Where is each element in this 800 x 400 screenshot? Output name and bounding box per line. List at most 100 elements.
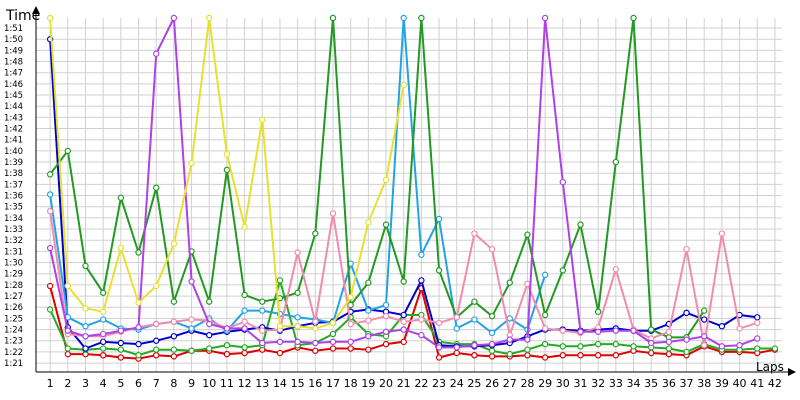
data-point (577, 221, 584, 228)
data-point (718, 323, 726, 330)
data-point (665, 338, 673, 346)
x-tick-label: 5 (117, 377, 124, 390)
data-point (276, 323, 284, 330)
data-point (665, 350, 673, 358)
data-point (188, 316, 195, 323)
x-tick-label: 6 (135, 377, 142, 390)
data-point (453, 349, 460, 357)
data-point (754, 319, 761, 327)
y-tick-label: 1:38 (4, 169, 23, 179)
x-tick-label: 25 (467, 377, 481, 390)
data-point (701, 307, 708, 314)
x-tick-label: 9 (188, 377, 195, 390)
data-point (400, 14, 407, 22)
data-point (294, 338, 301, 346)
data-point (524, 231, 531, 238)
data-point (153, 346, 160, 353)
y-tick-label: 1:23 (4, 337, 23, 347)
data-point (488, 312, 496, 320)
y-tick-label: 1:46 (4, 80, 23, 90)
data-point (64, 282, 72, 290)
data-point (453, 325, 460, 332)
data-point (435, 267, 443, 274)
data-point (506, 350, 513, 358)
data-point (647, 349, 655, 357)
data-point (99, 345, 107, 352)
data-point (541, 354, 549, 361)
data-point (46, 244, 54, 252)
x-tick-label: 8 (170, 377, 177, 390)
data-point (276, 277, 284, 284)
data-point (488, 347, 496, 354)
data-point (471, 298, 478, 305)
x-tick-label: 38 (697, 377, 711, 390)
data-point (754, 314, 761, 321)
data-point (630, 327, 637, 334)
data-point (647, 339, 655, 347)
data-point (82, 262, 89, 270)
data-point (630, 343, 637, 350)
data-point (541, 271, 549, 279)
x-tick-label: 4 (100, 377, 107, 390)
data-point (701, 333, 708, 340)
data-point (99, 352, 107, 359)
data-point (524, 346, 531, 353)
y-tick-label: 1:26 (4, 303, 23, 313)
data-point (259, 116, 266, 123)
data-point (506, 315, 513, 322)
data-point (312, 325, 319, 332)
y-tick-label: 1:43 (4, 113, 23, 123)
x-tick-label: 3 (82, 377, 89, 390)
data-point (365, 307, 372, 314)
data-point (206, 345, 213, 352)
y-tick-label: 1:41 (4, 136, 23, 146)
data-point (453, 344, 460, 351)
data-point (99, 330, 107, 338)
y-tick-labels: 1:211:221:231:24 1:251:261:271:281:291:30… (4, 24, 23, 369)
data-point (117, 327, 125, 334)
x-tick-label: 32 (591, 377, 605, 390)
data-point (382, 340, 390, 348)
data-point (612, 352, 620, 359)
data-point (559, 343, 566, 350)
data-point (382, 328, 390, 335)
data-point (170, 346, 178, 353)
data-point (153, 320, 160, 328)
data-point (665, 345, 673, 352)
x-tick-label: 41 (750, 377, 764, 390)
data-point (506, 336, 513, 343)
data-point (612, 266, 620, 273)
data-point (647, 326, 655, 333)
y-tick-label: 1:33 (4, 225, 23, 235)
data-point (524, 336, 531, 343)
data-point (64, 147, 72, 155)
x-tick-label: 10 (202, 377, 216, 390)
x-tick-label: 2 (64, 377, 71, 390)
data-point (683, 348, 690, 356)
data-point (170, 240, 178, 247)
data-point (683, 336, 690, 343)
x-tick-label: 19 (361, 377, 375, 390)
data-point (541, 340, 549, 348)
data-point (46, 282, 54, 290)
data-point (594, 328, 602, 335)
y-tick-label: 1:32 (4, 236, 23, 246)
data-point (577, 328, 584, 335)
data-point (382, 221, 390, 228)
data-point (153, 50, 160, 57)
data-point (347, 338, 354, 346)
data-point (241, 307, 248, 314)
data-point (170, 14, 178, 22)
data-point (365, 279, 372, 286)
data-point (188, 325, 195, 332)
data-point (612, 158, 620, 166)
data-point (329, 14, 337, 22)
x-tick-label: 36 (662, 377, 676, 390)
data-point (471, 316, 478, 323)
data-point (329, 330, 337, 338)
data-point (117, 244, 125, 252)
data-point (418, 277, 425, 284)
data-point (418, 14, 425, 22)
x-tick-label: 14 (273, 377, 287, 390)
